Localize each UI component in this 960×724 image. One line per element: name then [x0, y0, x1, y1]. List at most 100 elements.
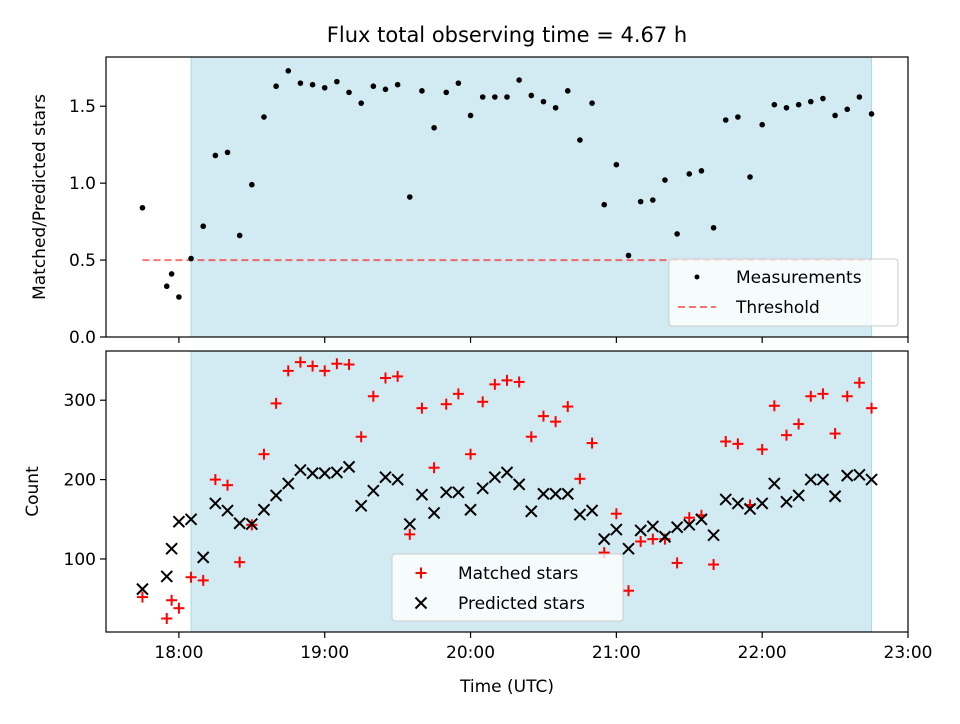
matched-legend-label: Matched stars [458, 564, 578, 584]
predicted-star-point [354, 499, 368, 512]
ratio-legend: Measurements Threshold [668, 258, 899, 327]
measurement-point [540, 98, 547, 105]
predicted-star-point [634, 524, 647, 537]
count-y-axis-label: Count [23, 466, 43, 517]
predicted-star-point [719, 493, 732, 506]
predicted-star-point [646, 520, 660, 533]
count-y-label: 300 [64, 391, 96, 411]
measurement-point [406, 194, 413, 200]
predicted-star-point [707, 528, 720, 542]
predicted-star-point [391, 473, 404, 486]
count-legend-box [391, 553, 624, 622]
measurement-point [370, 83, 377, 90]
measurement-point [455, 80, 462, 86]
measurement-point [552, 104, 559, 111]
predicted-star-point [804, 473, 817, 486]
predicted-legend-marker [414, 596, 428, 610]
measurement-point [309, 81, 316, 88]
x-tick-label: 23:00 [884, 643, 933, 663]
measurement-point [382, 86, 389, 93]
predicted-star-point [695, 513, 708, 526]
predicted-star-point [610, 523, 623, 536]
measurement-point [346, 89, 352, 96]
ratio-panel: 0.0 0.5 1.0 1.5 Matched/Predicted stars Mea… [30, 56, 909, 348]
measurement-point [479, 94, 486, 100]
predicted-star-point [768, 477, 781, 490]
predicted-star-point [865, 473, 878, 486]
measurements-legend-marker [694, 274, 700, 280]
predicted-star-point [731, 497, 745, 510]
measurement-point [321, 84, 328, 91]
predicted-star-point [452, 486, 465, 499]
x-tick-label: 21:00 [592, 643, 641, 663]
ratio-legend-box [668, 258, 899, 327]
count-panel: 100 200 300 18:00 19:00 20:00 21:00 22:00 23:00… [23, 337, 933, 697]
measurement-point [783, 104, 790, 111]
measurement-point [856, 94, 863, 100]
measurement-point [168, 271, 175, 277]
predicted-star-point [440, 486, 453, 499]
predicted-star-point [512, 478, 526, 491]
measurement-point [686, 171, 693, 177]
measurement-point [285, 68, 292, 74]
ratio-y-ticks: 0.0 0.5 1.0 1.5 [69, 97, 106, 348]
predicted-star-point [427, 506, 441, 520]
measurement-point [273, 83, 279, 90]
predicted-star-point [403, 517, 416, 531]
predicted-star-point [853, 468, 866, 482]
ratio-y-axis-label: Matched/Predicted stars [30, 94, 50, 300]
predicted-star-point [233, 517, 246, 530]
measurement-point [419, 88, 425, 94]
measurement-point [431, 124, 437, 131]
predicted-star-point [780, 495, 793, 509]
measurement-point [467, 112, 474, 119]
ratio-y-label: 0.5 [69, 251, 96, 271]
predicted-star-point [464, 503, 477, 516]
predicted-star-point [245, 517, 259, 531]
ratio-y-label: 1.0 [69, 174, 96, 194]
ratio-y-label: 0.0 [69, 328, 96, 348]
measurement-point [735, 114, 741, 120]
predicted-star-point [306, 467, 319, 480]
measurement-point [820, 95, 826, 102]
measurement-point [577, 137, 583, 143]
predicted-star-point [269, 489, 283, 502]
measurement-point [139, 204, 146, 211]
measurement-point [722, 117, 729, 123]
predicted-star-point [573, 508, 587, 521]
measurement-point [564, 88, 571, 94]
count-y-label: 200 [64, 471, 96, 491]
measurement-point [249, 181, 255, 188]
measurement-point [747, 174, 753, 180]
measurement-point [297, 80, 304, 86]
measurement-point [771, 101, 778, 108]
measurement-point [613, 161, 620, 168]
predicted-star-point [743, 502, 757, 516]
measurement-point [662, 177, 668, 183]
predicted-legend-label: Predicted stars [458, 594, 585, 614]
predicted-star-point [525, 505, 538, 518]
predicted-star-point [415, 488, 429, 501]
predicted-star-point [294, 463, 307, 477]
predicted-star-point [500, 466, 514, 479]
measurement-point [394, 81, 401, 88]
x-tick-label: 20:00 [446, 643, 495, 663]
measurement-point [674, 231, 680, 237]
predicted-star-point [184, 513, 198, 526]
predicted-star-point [172, 515, 186, 528]
measurement-point [200, 223, 207, 230]
predicted-star-point [683, 518, 696, 532]
time-x-ticks: 18:00 19:00 20:00 21:00 22:00 23:00 [154, 337, 933, 663]
measurement-point [625, 252, 632, 259]
measurement-point [236, 232, 243, 239]
predicted-star-point [476, 482, 489, 495]
x-tick-label: 19:00 [300, 643, 349, 663]
predicted-star-point [160, 570, 173, 583]
predicted-star-point [488, 471, 502, 484]
predicted-star-point [197, 551, 210, 564]
measurement-point [759, 121, 765, 128]
measurement-point [868, 111, 875, 117]
measurement-point [443, 89, 450, 96]
measurements-legend-label: Measurements [736, 268, 862, 288]
predicted-star-point [330, 466, 344, 479]
